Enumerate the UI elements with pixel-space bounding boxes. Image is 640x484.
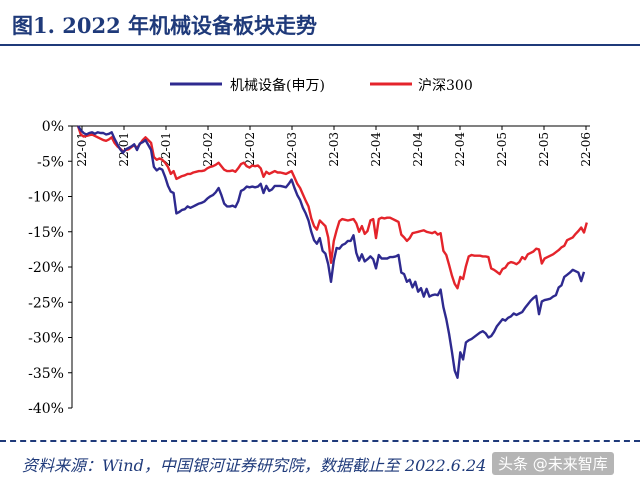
chart-area: 机械设备(申万) 沪深300 0% -5% -10% -15% -20% -25% -30%…	[0, 48, 640, 440]
x-tick-label: 22-01	[159, 132, 173, 167]
y-tick-label: -25%	[28, 295, 64, 311]
x-tick-label: 22-03	[285, 132, 299, 167]
chart-series	[76, 125, 588, 379]
y-tick-label: -30%	[28, 331, 64, 347]
chart-axes: 0% -5% -10% -15% -20% -25% -30% -35% -40% 22-01 22…	[28, 119, 593, 417]
title-divider	[0, 44, 640, 46]
x-tick-label: 22-03	[327, 132, 341, 167]
x-tick-label: 22-01	[75, 132, 89, 167]
y-tick-label: 0%	[42, 119, 64, 135]
y-tick-label: -35%	[28, 366, 64, 382]
figure-title: 图1. 2022 年机械设备板块走势	[12, 13, 317, 38]
x-tick-label: 22-04	[411, 132, 425, 167]
x-tick-label: 22-02	[201, 132, 215, 167]
x-tick-label: 22-02	[243, 132, 257, 167]
y-tick-label: -10%	[28, 190, 64, 206]
x-tick-label: 22-06	[579, 132, 593, 167]
x-tick-label: 22-04	[369, 132, 383, 167]
x-tick-label: 22-05	[495, 132, 509, 167]
source-note: 资料来源：Wind，中国银河证券研究院，数据截止至 2022.6.24	[22, 456, 487, 475]
source-divider	[0, 440, 640, 442]
x-tick-label: 22-04	[453, 132, 467, 167]
watermark-logo: 头条 @未来智库	[492, 452, 614, 475]
legend-label-machinery: 机械设备(申万)	[230, 77, 325, 94]
figure-title-bar: 图1. 2022 年机械设备板块走势	[0, 0, 640, 48]
legend-label-hs300: 沪深300	[418, 78, 473, 94]
series-line-machinery	[77, 125, 586, 379]
y-tick-label: -15%	[28, 225, 64, 241]
y-tick-label: -5%	[37, 154, 64, 170]
x-tick-label: 22-01	[117, 132, 131, 167]
chart-legend: 机械设备(申万) 沪深300	[170, 77, 473, 94]
y-tick-label: -40%	[28, 401, 64, 417]
line-chart: 机械设备(申万) 沪深300 0% -5% -10% -15% -20% -25% -30%…	[28, 77, 593, 417]
x-tick-label: 22-05	[537, 132, 551, 167]
series-line-hs300	[76, 125, 588, 290]
y-tick-label: -20%	[28, 260, 64, 276]
